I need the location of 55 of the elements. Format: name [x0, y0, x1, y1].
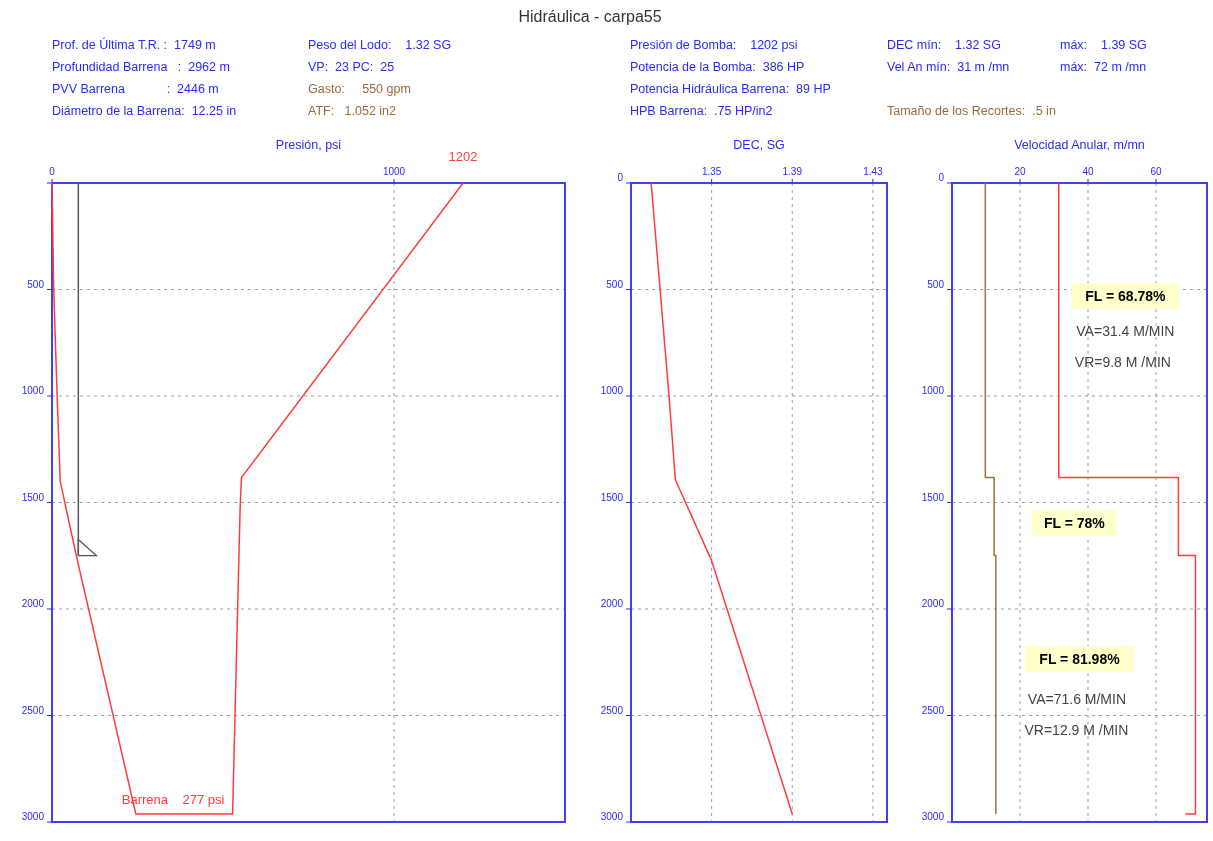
text: Gasto: 550 gpm: [308, 82, 411, 96]
x-tick-label: 0: [49, 166, 56, 177]
y-tick-label: 2000: [21, 598, 45, 609]
text: Tamaño de los Recortes: .5 in: [887, 104, 1056, 118]
text: máx: 72 m /mn: [1060, 60, 1147, 74]
y-tick-label: 2000: [600, 598, 624, 609]
y-tick-label: 3000: [600, 811, 624, 822]
x-tick-label: 1.35: [701, 166, 722, 177]
text: PVV Barrena : 2446 m: [52, 82, 219, 96]
annotation: FL = 68.78%: [1085, 288, 1167, 304]
annotation: FL = 81.98%: [1039, 650, 1121, 667]
x-axis-title: Velocidad Anular, m/mn: [1014, 138, 1145, 152]
text: VP: 23 PC: 25: [308, 60, 395, 74]
annotation: 1202: [448, 149, 478, 164]
text: Potencia de la Bomba: 386 HP: [630, 60, 805, 74]
text: DEC mín: 1.32 SG: [887, 38, 1001, 52]
text: Prof. de Última T.R. : 1749 m: [52, 37, 216, 52]
text: ATF: 1.052 in2: [308, 104, 397, 118]
text: HPB Barrena: .75 HP/in2: [630, 104, 773, 118]
y-tick-label: 2500: [600, 704, 624, 716]
y-tick-label: 3000: [921, 811, 945, 822]
y-tick-label: 500: [606, 278, 624, 290]
y-tick-label: 3000: [21, 811, 45, 822]
annotation: FL = 78%: [1043, 514, 1106, 531]
text: máx: 1.39 SG: [1060, 38, 1147, 52]
y-tick-label: 1500: [921, 491, 945, 503]
x-tick-label: 40: [1082, 166, 1094, 177]
x-tick-label: 60: [1150, 166, 1162, 177]
y-tick-label: 1500: [21, 491, 45, 503]
annotation: VA=71.6 M/MIN: [1027, 691, 1127, 708]
y-tick-label: 1000: [921, 385, 945, 396]
y-tick-label: 2000: [921, 598, 945, 609]
annotation: VR=12.9 M /MIN: [1024, 721, 1129, 738]
y-tick-label: 1500: [600, 491, 624, 503]
y-tick-label: 1000: [600, 385, 624, 396]
x-axis-title: DEC, SG: [733, 138, 785, 152]
y-tick-label: 1000: [21, 385, 45, 396]
x-tick-label: 1000: [382, 166, 406, 177]
text: Potencia Hidráulica Barrena: 89 HP: [630, 82, 831, 96]
text: Vel An mín: 31 m /mn: [887, 60, 1010, 74]
annotation: VA=31.4 M/MIN: [1076, 323, 1175, 340]
text: Diámetro de la Barrena: 12.25 in: [52, 104, 237, 118]
text: Peso del Lodo: 1.32 SG: [308, 38, 452, 52]
x-tick-label: 20: [1014, 166, 1026, 177]
y-tick-label: 2500: [21, 704, 45, 716]
y-tick-label: 2500: [921, 704, 945, 716]
text: Profundidad Barrena : 2962 m: [52, 60, 230, 74]
y-tick-label: 500: [927, 278, 945, 290]
y-tick-label: 500: [27, 278, 45, 290]
text: Presión de Bomba: 1202 psi: [630, 38, 798, 52]
text: Hidráulica - carpa55: [518, 8, 662, 25]
annotation: VR=9.8 M /MIN: [1074, 353, 1171, 370]
x-axis-title: Presión, psi: [275, 138, 342, 152]
x-tick-label: 1.39: [782, 166, 803, 177]
x-tick-label: 1.43: [863, 166, 884, 177]
